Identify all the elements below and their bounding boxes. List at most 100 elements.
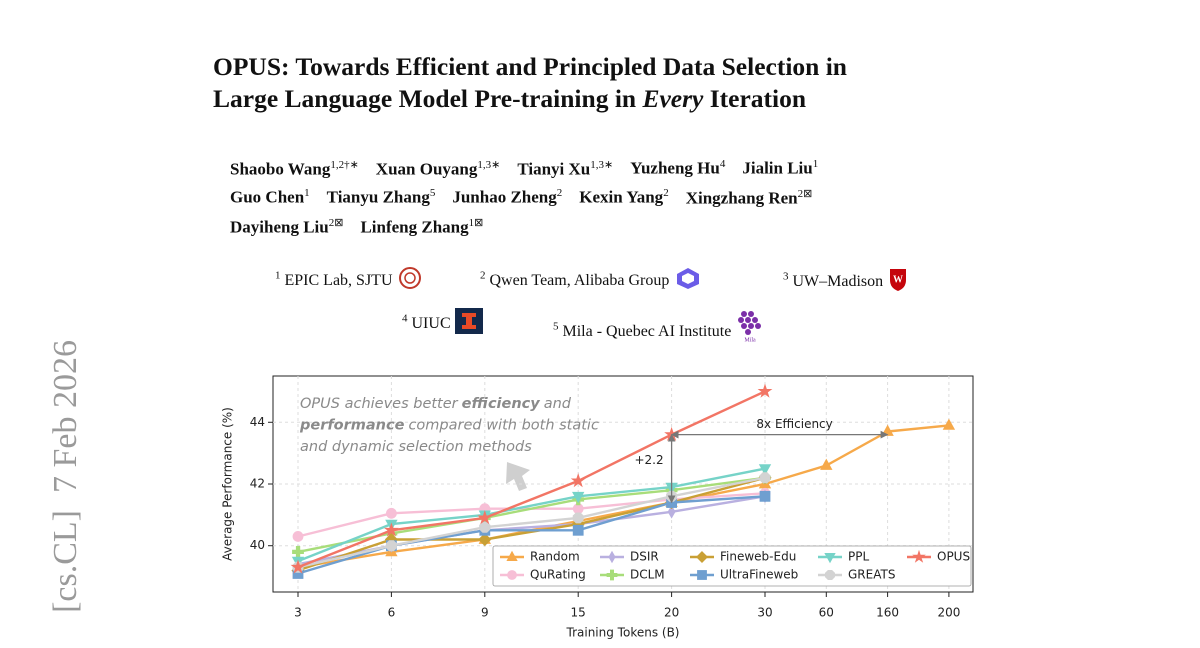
- point: [758, 464, 772, 476]
- legend-marker: [606, 569, 618, 581]
- author-sup: 1: [304, 187, 310, 199]
- author: Junhao Zheng2: [452, 187, 562, 209]
- legend-label: OPUS: [937, 550, 970, 564]
- point: [820, 458, 833, 470]
- author-sup: 1,3∗: [477, 159, 501, 171]
- point: [477, 510, 493, 525]
- x-tick-label: 6: [388, 606, 396, 620]
- author-name: Dayiheng Liu: [230, 217, 329, 237]
- y-tick-label: 40: [250, 538, 265, 552]
- legend-marker: [825, 570, 835, 580]
- author-sup: 1: [812, 158, 819, 170]
- legend-label: PPL: [848, 550, 869, 564]
- affiliation: 5 Mila - Quebec AI Institute Mila: [553, 308, 765, 344]
- affiliation: 1 EPIC Lab, SJTU: [275, 266, 423, 290]
- sjtu-logo: [398, 267, 421, 289]
- aff-sup: 4: [402, 312, 408, 325]
- author: Guo Chen1: [230, 187, 310, 209]
- author: Shaobo Wang1,2†∗: [230, 158, 359, 180]
- affiliation: 4 UIUC: [402, 308, 483, 334]
- title-part: Iteration: [709, 84, 807, 113]
- author-name: Xingzhang Ren: [685, 188, 798, 208]
- author-sup: 1,2†∗: [330, 159, 359, 171]
- point: [757, 383, 773, 398]
- annotation-part: efficiency: [462, 396, 541, 412]
- legend-label: GREATS: [848, 568, 895, 582]
- title-part: Every: [642, 84, 704, 113]
- author-sup: 2⊠: [797, 188, 813, 200]
- title-line: Large Language Model Pre-training in Eve…: [213, 84, 806, 114]
- author-row: Dayiheng Liu2⊠ Linfeng Zhang1⊠: [230, 216, 483, 238]
- author: Tianyu Zhang5: [327, 187, 436, 209]
- legend-label: DSIR: [630, 550, 659, 564]
- x-axis-label: Training Tokens (B): [566, 626, 680, 640]
- point: [572, 524, 584, 536]
- aff-sup: 1: [275, 269, 281, 282]
- point: [479, 521, 491, 533]
- aff-name: UIUC: [411, 315, 451, 332]
- x-tick-label: 20: [664, 606, 679, 620]
- annotation-part: performance: [299, 418, 405, 434]
- author: Kexin Yang2: [579, 187, 668, 209]
- affiliation: 2 Qwen Team, Alibaba Group: [480, 266, 703, 290]
- author-name: Kexin Yang: [579, 187, 664, 207]
- arxiv-stamp: [cs.CL] 7 Feb 2026: [47, 340, 84, 613]
- point: [942, 418, 956, 430]
- annotation-part: and dynamic selection methods: [300, 439, 532, 455]
- author-sup: 2: [663, 187, 669, 199]
- author-sup: 2: [556, 187, 563, 199]
- point: [292, 531, 304, 542]
- annotation: OPUS achieves better efficiency and perform…: [299, 396, 599, 455]
- series-line: [297, 390, 766, 569]
- point: [292, 546, 304, 558]
- author: Linfeng Zhang1⊠: [360, 216, 483, 238]
- author-name: Jialin Liu: [742, 158, 813, 178]
- x-tick-label: 200: [937, 606, 960, 620]
- author-sup: 1,3∗: [590, 159, 614, 171]
- gain-label: +2.2: [634, 453, 663, 467]
- pointer-arrow: [506, 462, 530, 491]
- author: Tianyi Xu1,3∗: [517, 158, 613, 180]
- author-name: Xuan Ouyang: [375, 159, 478, 179]
- x-tick-label: 9: [481, 606, 489, 620]
- series-line: [297, 467, 766, 563]
- annotation-part: and: [544, 396, 572, 412]
- legend-label: UltraFineweb: [720, 568, 798, 582]
- legend-label: Fineweb-Edu: [720, 550, 796, 564]
- point: [385, 507, 397, 519]
- y-axis-label: Average Performance (%): [221, 407, 235, 561]
- aff-sup: 2: [480, 269, 486, 282]
- point: [667, 505, 676, 519]
- author-name: Yuzheng Hu: [630, 158, 720, 178]
- point: [478, 532, 492, 547]
- author-name: Guo Chen: [230, 187, 305, 207]
- point: [385, 540, 397, 552]
- y-tick-label: 42: [250, 477, 265, 491]
- author-sup: 4: [719, 158, 726, 170]
- point: [572, 491, 585, 504]
- mila-logo: Mila: [738, 311, 762, 343]
- title-part: Large Language Model Pre-training in: [213, 84, 637, 113]
- point: [570, 473, 586, 488]
- aff-sup: 3: [783, 270, 789, 283]
- legend-label: QuRating: [530, 568, 586, 582]
- author-name: Junhao Zheng: [452, 187, 557, 207]
- legend-marker: [824, 553, 836, 564]
- title-line: OPUS: Towards Efficient and Principled D…: [213, 52, 847, 81]
- legend-marker: [696, 551, 708, 563]
- series-line: [297, 476, 766, 569]
- aff-name: Mila - Quebec AI Institute: [562, 323, 732, 340]
- legend-marker: [507, 570, 517, 580]
- point: [759, 490, 771, 502]
- legend-marker: [506, 550, 518, 561]
- author-name: Linfeng Zhang: [360, 217, 469, 237]
- author: Xingzhang Ren2⊠: [686, 187, 813, 209]
- author: Dayiheng Liu2⊠: [230, 216, 343, 238]
- svg-text:W: W: [893, 274, 903, 285]
- author-row: Shaobo Wang1,2†∗ Xuan Ouyang1,3∗ Tianyi Xu…: [230, 158, 818, 180]
- annotation-part: OPUS achieves better: [300, 396, 459, 412]
- point: [572, 512, 584, 524]
